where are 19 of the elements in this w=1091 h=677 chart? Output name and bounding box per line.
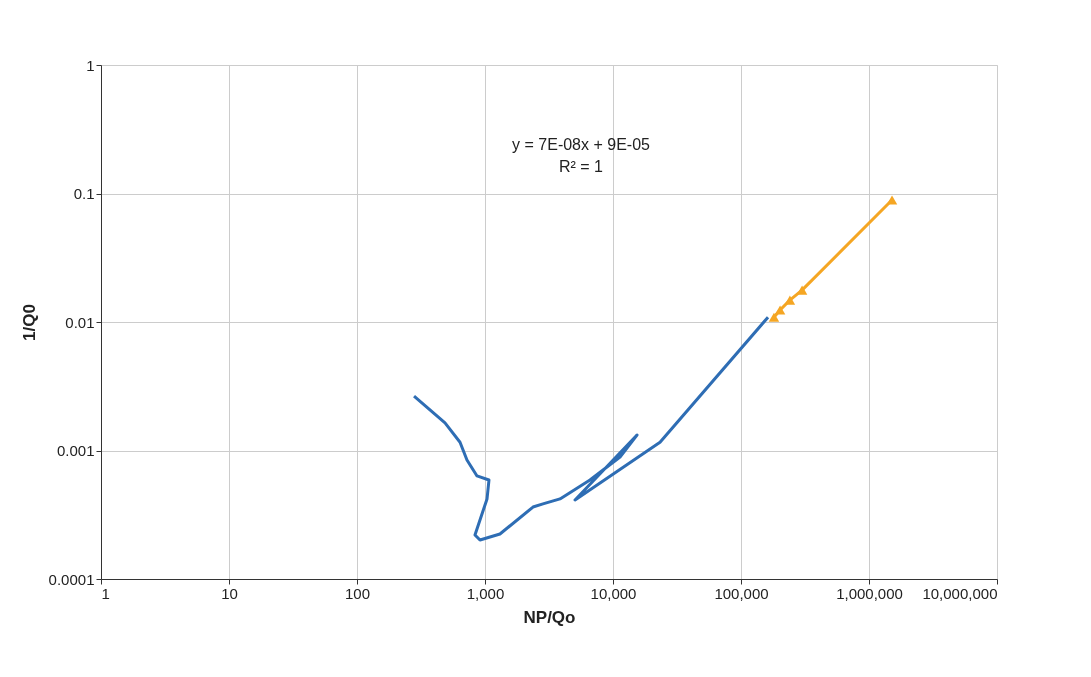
y-tick-label: 0.0001: [48, 570, 95, 588]
point: [784, 295, 796, 305]
x-tick-label: 10: [221, 584, 238, 602]
y-tick-label: 0.1: [73, 185, 95, 202]
x-tick-label: 1,000: [466, 584, 505, 602]
y-tick-label: 0.001: [56, 442, 95, 459]
y-tick-label: 0.01: [65, 313, 95, 331]
annotation: R² = 1: [558, 158, 604, 175]
x-tick-label: 10,000: [590, 584, 637, 602]
x-tick-label: 100,000: [714, 584, 769, 602]
annotation: y = 7E-08x + 9E-05: [512, 136, 651, 153]
x-tick-label: 1,000,000: [836, 584, 903, 602]
x-tick-label: 1: [101, 584, 110, 602]
x-tick-label: 100: [344, 584, 371, 602]
point: [774, 305, 786, 315]
x-tick-label: 10,000,000: [922, 584, 998, 602]
y-tick-label: 1: [86, 56, 95, 74]
x-axis-title: NP/Qo: [523, 607, 576, 627]
y-axis-title: 1/Q0: [19, 304, 39, 341]
